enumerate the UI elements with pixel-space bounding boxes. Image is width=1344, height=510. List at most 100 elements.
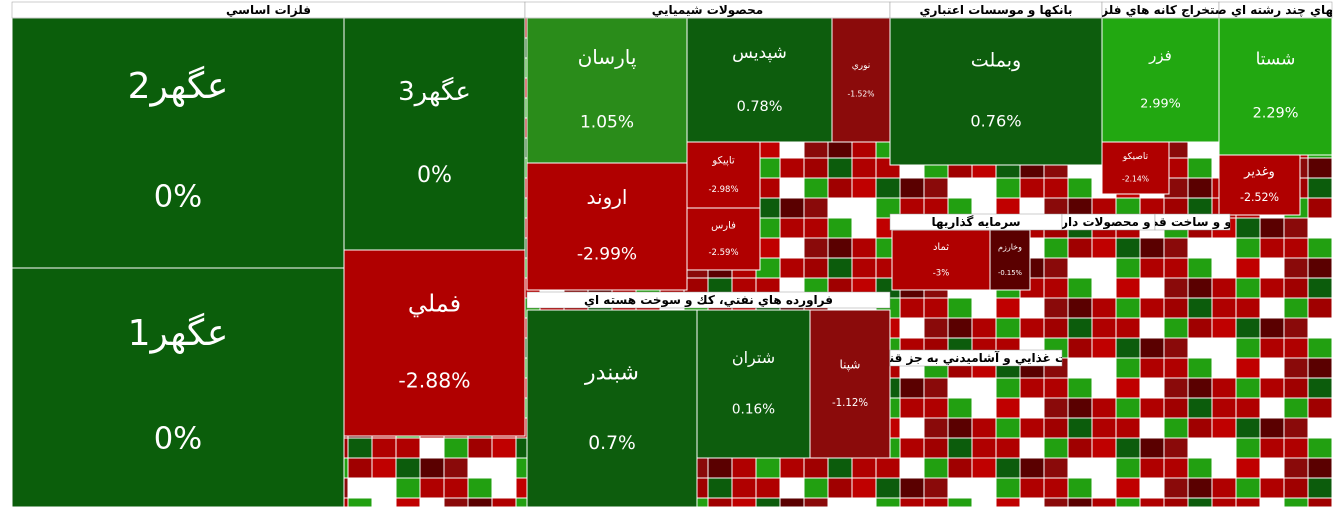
small-tile bbox=[1091, 297, 1117, 319]
small-tile bbox=[1115, 237, 1141, 259]
tile-name: نوري bbox=[852, 61, 871, 71]
small-tile bbox=[1259, 277, 1285, 299]
tile bbox=[989, 229, 1031, 291]
small-tile bbox=[1115, 277, 1141, 299]
small-tile bbox=[1235, 317, 1261, 339]
small-tile bbox=[947, 437, 973, 459]
small-tile bbox=[1043, 257, 1069, 279]
small-tile bbox=[1307, 417, 1333, 439]
tile bbox=[686, 207, 761, 271]
small-tile bbox=[419, 477, 445, 499]
small-tile bbox=[851, 157, 877, 179]
small-tile bbox=[1067, 457, 1093, 479]
small-tile bbox=[1019, 377, 1045, 399]
small-tile bbox=[1091, 497, 1117, 508]
small-tile bbox=[1307, 277, 1333, 299]
small-tile bbox=[827, 477, 853, 499]
small-tile bbox=[947, 417, 973, 439]
small-tile bbox=[1187, 297, 1213, 319]
small-tile bbox=[779, 197, 805, 219]
group-header: محصولات غذايي و آشاميدني به جز قند و شكر bbox=[840, 350, 1112, 366]
tile-value: 1.05% bbox=[580, 112, 634, 132]
small-tile bbox=[1283, 277, 1309, 299]
tile-name: تاپيكو bbox=[711, 155, 735, 166]
small-tile bbox=[1115, 397, 1141, 419]
tile-name: ثماد bbox=[933, 242, 949, 253]
tile bbox=[1101, 17, 1220, 143]
small-tile bbox=[1283, 497, 1309, 508]
small-tile bbox=[875, 497, 901, 508]
small-tile bbox=[1211, 477, 1237, 499]
small-tile bbox=[899, 377, 925, 399]
small-tile bbox=[995, 297, 1021, 319]
small-tile bbox=[1091, 237, 1117, 259]
small-tile bbox=[803, 237, 829, 259]
small-tile bbox=[1043, 397, 1069, 419]
small-tile bbox=[1091, 357, 1117, 379]
small-tile bbox=[995, 457, 1021, 479]
small-tile bbox=[779, 477, 805, 499]
small-tile bbox=[1067, 497, 1093, 508]
small-tile bbox=[1043, 477, 1069, 499]
small-tile bbox=[1139, 317, 1165, 339]
small-tile bbox=[1235, 417, 1261, 439]
small-tile bbox=[1283, 417, 1309, 439]
small-tile bbox=[1259, 317, 1285, 339]
small-tile bbox=[1187, 457, 1213, 479]
small-tile bbox=[419, 457, 445, 479]
small-tile bbox=[1307, 397, 1333, 419]
small-tile bbox=[1115, 457, 1141, 479]
small-tile bbox=[1139, 457, 1165, 479]
tile-value: 0% bbox=[154, 180, 203, 215]
small-tile bbox=[1187, 337, 1213, 359]
small-tile bbox=[1235, 377, 1261, 399]
small-tile bbox=[923, 457, 949, 479]
tile bbox=[11, 267, 345, 508]
tile bbox=[686, 141, 761, 209]
tile bbox=[1218, 17, 1333, 156]
small-tile bbox=[1163, 277, 1189, 299]
tile-value: -3% bbox=[933, 269, 950, 279]
small-tile bbox=[1091, 277, 1117, 299]
small-tile bbox=[1163, 497, 1189, 508]
small-tile bbox=[371, 497, 397, 508]
tile bbox=[889, 17, 1103, 166]
small-tile bbox=[1163, 457, 1189, 479]
tile-name: عگهر3 bbox=[398, 76, 471, 107]
small-tile bbox=[899, 497, 925, 508]
small-tile bbox=[1091, 457, 1117, 479]
small-tile bbox=[1259, 477, 1285, 499]
small-tile bbox=[1211, 257, 1237, 279]
small-tile bbox=[1211, 437, 1237, 459]
small-tile bbox=[491, 477, 517, 499]
small-tile bbox=[1211, 297, 1237, 319]
small-tile bbox=[1115, 497, 1141, 508]
small-tile bbox=[443, 457, 469, 479]
small-tile bbox=[1067, 377, 1093, 399]
small-tile bbox=[1067, 177, 1093, 199]
small-tile bbox=[995, 477, 1021, 499]
small-tile bbox=[491, 497, 517, 508]
small-tile bbox=[1211, 457, 1237, 479]
tile-name: فارس bbox=[711, 220, 736, 231]
small-tile bbox=[1139, 417, 1165, 439]
small-tile bbox=[1091, 477, 1117, 499]
small-tile bbox=[803, 157, 829, 179]
tile-name: شبندر bbox=[584, 360, 639, 385]
small-tile bbox=[1187, 357, 1213, 379]
small-tile bbox=[1211, 317, 1237, 339]
small-tile bbox=[1307, 337, 1333, 359]
tile-value: 0.78% bbox=[737, 99, 783, 115]
tile bbox=[526, 162, 688, 291]
small-tile bbox=[827, 257, 853, 279]
small-tile bbox=[1307, 217, 1333, 239]
small-tile bbox=[1259, 257, 1285, 279]
small-tile bbox=[1163, 417, 1189, 439]
small-tile bbox=[1139, 357, 1165, 379]
small-tile bbox=[971, 397, 997, 419]
small-tile bbox=[971, 437, 997, 459]
small-tile bbox=[491, 457, 517, 479]
small-tile bbox=[1187, 177, 1213, 199]
small-tile bbox=[1043, 497, 1069, 508]
